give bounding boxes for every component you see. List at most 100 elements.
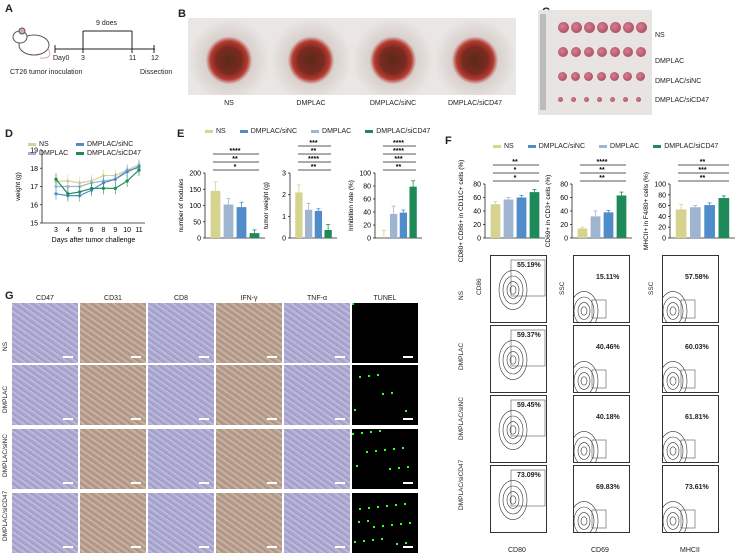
tumor	[597, 47, 607, 57]
bar-NS	[675, 209, 687, 238]
panel-label-b: B	[178, 8, 186, 20]
ihc-column-label: TUNEL	[373, 295, 397, 302]
tunel-dot	[354, 409, 356, 411]
significance-label: *	[514, 175, 517, 182]
bar-NS	[577, 228, 588, 238]
y-tick-label: 0	[477, 236, 481, 243]
tunel-dot	[363, 540, 365, 542]
tumor	[558, 47, 568, 57]
legend-sicd47: DMPLAC/siCD47	[664, 143, 719, 150]
scale-bar	[131, 356, 141, 358]
y-tick-label: 60	[658, 203, 666, 210]
x-tick-label: 3	[54, 227, 58, 234]
legend-f: NS DMPLAC/siNC DMPLAC DMPLAC/siCD47	[493, 143, 718, 150]
c-label-sicd47: DMPLAC/siCD47	[655, 97, 710, 104]
bar-DMPLAC/siCD47	[249, 233, 260, 238]
tumor	[623, 22, 634, 33]
tunel-dot	[384, 449, 386, 451]
ihc-image	[12, 365, 78, 425]
tunel-dot	[391, 524, 393, 526]
contour-icon	[658, 501, 696, 541]
y-tick-label: 50	[193, 219, 201, 226]
significance-label: ***	[698, 167, 706, 174]
contour-icon	[498, 259, 546, 310]
contour-icon	[658, 431, 696, 471]
tumor	[571, 22, 582, 33]
bar-DMPLAC	[503, 199, 514, 238]
ihc-image	[216, 365, 282, 425]
mouse-dissection-photo	[434, 18, 516, 95]
scale-bar	[63, 482, 73, 484]
flow-percentage: 73.61%	[685, 484, 709, 491]
legend-dmplac: DMPLAC	[610, 143, 640, 150]
ihc-image	[12, 303, 78, 363]
legend-ns: NS	[39, 141, 49, 148]
bar-NS	[490, 204, 501, 238]
y-axis-label: tumor weight (g)	[263, 182, 270, 229]
flow-y-axis-label: SSC	[648, 281, 655, 295]
scale-bar	[335, 418, 345, 420]
series-line-DMPLAC/siNC	[55, 165, 140, 197]
contour-icon	[569, 501, 607, 541]
bar-DMPLAC	[223, 204, 234, 238]
flow-plot: 69.83%	[569, 465, 630, 541]
tunel-dot	[396, 543, 398, 545]
tumor	[584, 97, 589, 102]
significance-label: **	[599, 175, 605, 182]
legend-sicd47: DMPLAC/siCD47	[87, 150, 142, 157]
y-tick-label: 80	[560, 182, 568, 189]
b-label: NS	[224, 100, 234, 107]
flow-percentage: 60.03%	[685, 344, 709, 351]
contour-icon	[498, 329, 546, 380]
tumor	[636, 97, 641, 102]
flow-plot: 40.46%	[569, 325, 630, 401]
b-label: DMPLAC/siCD47	[447, 100, 503, 107]
tumor	[584, 22, 595, 33]
tunel-dot	[367, 520, 369, 522]
tumor	[558, 97, 563, 102]
tunel-image	[352, 365, 418, 425]
flow-percentage: 55.19%	[517, 262, 541, 269]
scale-bar	[403, 546, 413, 548]
bar-NS	[210, 190, 221, 238]
legend-sinc: DMPLAC/siNC	[538, 143, 586, 150]
series-line-DMPLAC	[56, 167, 140, 188]
bar-DMPLAC/siCD47	[718, 198, 730, 238]
ihc-column-label: CD31	[104, 295, 122, 302]
y-axis-label: CD69+ in CD3+ cells (%)	[545, 175, 552, 248]
mouse-dissection-photo	[270, 18, 352, 95]
scale-bar	[335, 482, 345, 484]
flow-percentage: 69.83%	[596, 484, 620, 491]
ihc-image	[80, 493, 146, 553]
flow-plot: 61.81%	[658, 395, 719, 471]
tunel-image	[352, 303, 418, 363]
scale-bar	[131, 482, 141, 484]
tunel-image	[352, 493, 418, 553]
ihc-image	[148, 303, 214, 363]
tumor	[610, 22, 621, 33]
ihc-image	[284, 365, 350, 425]
flow-x-axis-label: CD69	[591, 547, 609, 554]
data-point	[137, 168, 141, 172]
y-tick-label: 0	[367, 236, 371, 243]
tunel-dot	[368, 375, 370, 377]
flow-plot: 40.18%	[569, 395, 630, 471]
y-tick-label: 100	[189, 203, 201, 210]
flow-percentage: 73.09%	[517, 472, 541, 479]
tumor	[610, 97, 615, 102]
y-tick-label: 80	[658, 192, 666, 199]
ihc-row-label: NS	[2, 341, 9, 351]
bar-DMPLAC/siNC	[516, 197, 527, 238]
tick-3: 3	[81, 55, 85, 62]
y-tick-label: 150	[189, 187, 201, 194]
scale-bar	[267, 418, 277, 420]
bar-DMPLAC/siNC	[704, 205, 715, 238]
flow-percentage: 61.81%	[685, 414, 709, 421]
y-tick-label: 0	[282, 236, 286, 243]
flow-plot: 60.03%	[658, 325, 719, 401]
mouse-dissection-photo	[188, 18, 270, 95]
tunel-dot	[404, 503, 406, 505]
contour-icon	[569, 361, 607, 401]
ihc-column-label: CD47	[36, 295, 54, 302]
significance-label: ****	[230, 148, 241, 155]
